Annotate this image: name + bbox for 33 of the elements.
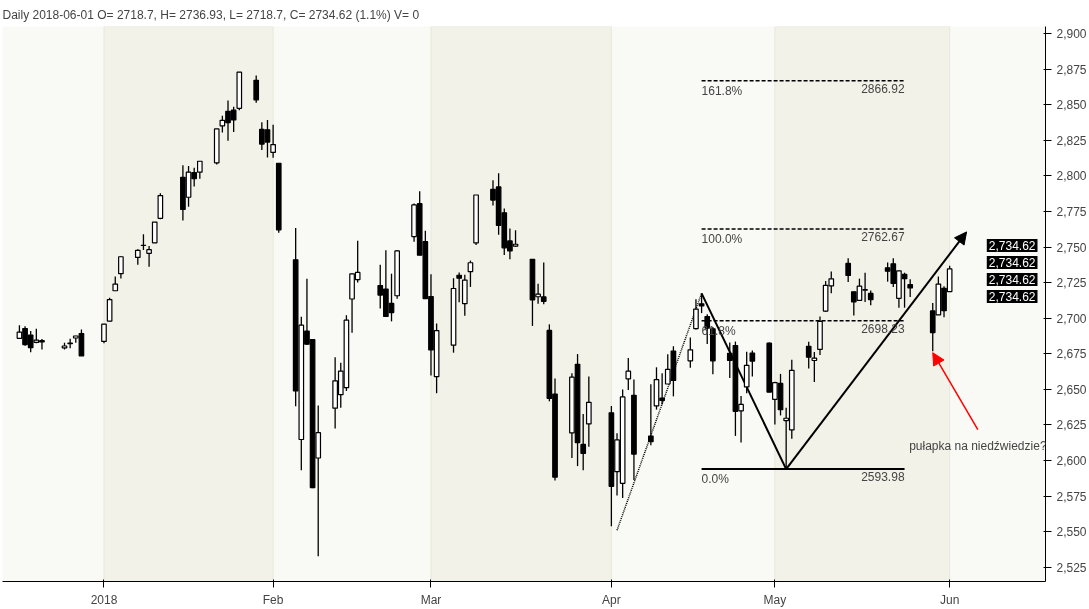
y-tick-label: 2,700 (1056, 311, 1087, 326)
annotation: 2,734.62 (988, 238, 1036, 253)
y-tick-label: 2,750 (1056, 240, 1087, 255)
x-tick-label: Mar (420, 592, 442, 607)
chart-title: Daily 2018-06-01 O= 2718.7, H= 2736.93, L= 2718.7, C= 2734.62 (1.1%) V= 0 (2, 7, 420, 22)
y-tick-label: 2,850 (1056, 98, 1087, 113)
y-tick-label: 2,650 (1056, 382, 1087, 397)
y-tick-label: 2,550 (1056, 525, 1087, 540)
annotation: 2593.98 (861, 470, 905, 485)
annotation: 2,734.62 (988, 289, 1036, 304)
y-tick-label: 2,600 (1056, 454, 1087, 469)
y-tick-label: 2,900 (1056, 27, 1087, 42)
x-tick-label: Jun (939, 592, 960, 607)
y-tick-label: 2,800 (1056, 169, 1087, 184)
y-tick-label: 2,825 (1056, 133, 1087, 148)
x-tick-label: 2018 (90, 592, 118, 607)
annotation: 100.0% (701, 232, 743, 247)
y-tick-label: 2,775 (1056, 205, 1087, 219)
y-tick-label: 2,525 (1056, 560, 1087, 575)
x-tick-label: Feb (262, 592, 284, 607)
y-tick-label: 2,575 (1056, 489, 1087, 504)
annotation: 0.0% (701, 472, 730, 487)
annotation: 2,734.62 (988, 255, 1036, 270)
y-tick-label: 2,675 (1056, 347, 1087, 362)
annotation: 161.8% (701, 83, 743, 98)
x-tick-label: Apr (602, 592, 621, 607)
y-tick-label: 2,625 (1056, 418, 1087, 433)
annotation: 2,734.62 (988, 272, 1036, 287)
annotation: 2866.92 (861, 81, 905, 96)
y-tick-label: 2,725 (1056, 276, 1087, 291)
y-tick-label: 2,875 (1056, 62, 1087, 77)
x-tick-label: May (763, 592, 787, 607)
annotation: 2762.67 (861, 230, 905, 245)
